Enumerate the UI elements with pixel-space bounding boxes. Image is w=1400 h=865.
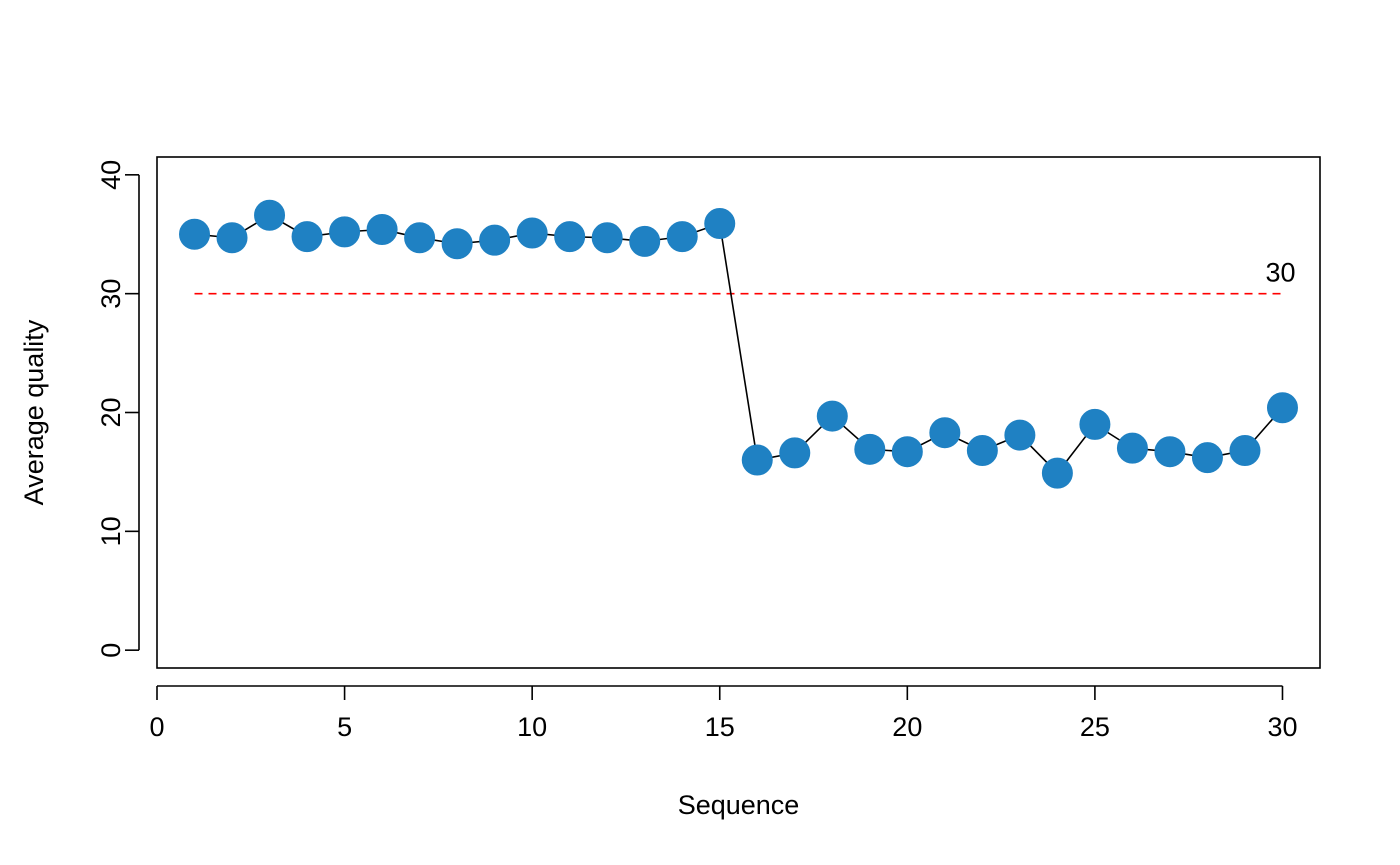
series-line: [194, 214, 1284, 475]
data-point: [779, 437, 811, 469]
data-point: [1079, 408, 1111, 440]
data-point: [591, 222, 623, 254]
data-point: [179, 218, 211, 250]
data-point: [966, 435, 998, 467]
x-axis: 0 5 10 15 20 25 30: [149, 685, 1298, 742]
data-point: [816, 400, 848, 432]
y-tick-label: 0: [96, 643, 126, 658]
y-tick-label: 40: [96, 160, 126, 190]
data-point: [516, 217, 548, 249]
data-point: [366, 213, 398, 245]
data-point: [1229, 435, 1261, 467]
x-tick-label: 25: [1080, 712, 1110, 742]
y-axis: 0 10 20 30 40: [96, 160, 140, 658]
x-tick-label: 5: [337, 712, 352, 742]
data-point: [254, 199, 286, 231]
y-tick-label: 30: [96, 279, 126, 309]
data-point: [216, 222, 248, 254]
data-point: [479, 224, 511, 256]
x-tick-label: 0: [149, 712, 164, 742]
data-point: [1116, 432, 1148, 464]
y-tick-label: 10: [96, 516, 126, 546]
data-point: [929, 417, 961, 449]
data-point: [1266, 392, 1298, 424]
data-point: [291, 221, 323, 253]
x-tick-label: 20: [892, 712, 922, 742]
x-axis-title: Sequence: [678, 790, 800, 820]
data-point: [891, 436, 923, 468]
data-point: [404, 222, 436, 254]
data-point: [741, 444, 773, 476]
data-point: [1041, 457, 1073, 489]
x-tick-label: 30: [1267, 712, 1297, 742]
data-point: [704, 208, 736, 240]
plot-border: [156, 156, 1321, 669]
data-point: [1191, 442, 1223, 474]
y-tick-label: 20: [96, 397, 126, 427]
data-point: [854, 433, 886, 465]
data-point: [441, 228, 473, 260]
plot-frame: [156, 156, 1321, 669]
data-points: [179, 199, 1298, 489]
data-point: [329, 216, 361, 248]
data-point: [629, 225, 661, 257]
data-point: [554, 221, 586, 253]
data-point: [666, 221, 698, 253]
x-tick-label: 10: [517, 712, 547, 742]
data-point: [1004, 419, 1036, 451]
reference-line-label: 30: [1265, 258, 1295, 288]
y-axis-title: Average quality: [19, 319, 49, 505]
series-line-group: [194, 214, 1284, 475]
x-tick-label: 15: [705, 712, 735, 742]
data-point: [1154, 436, 1186, 468]
